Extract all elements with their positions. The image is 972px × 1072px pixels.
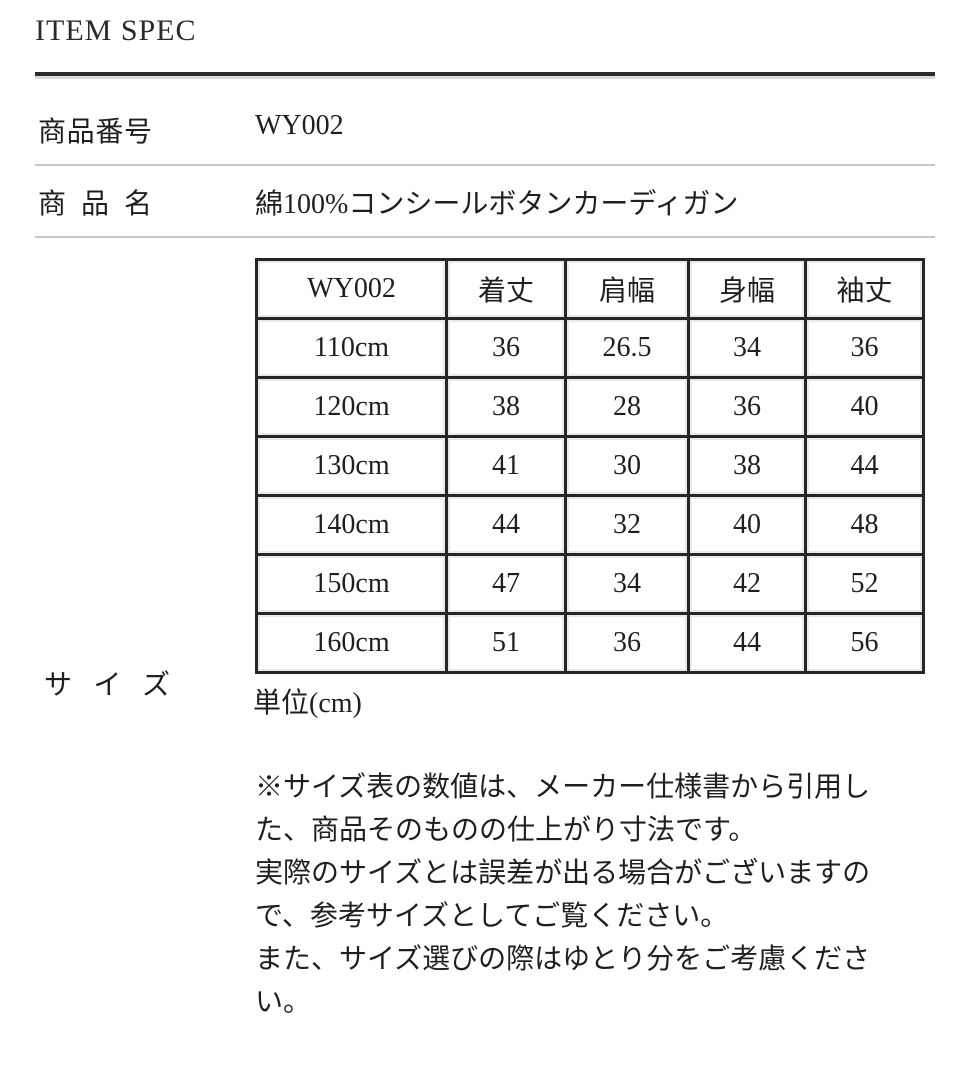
note-line: で、参考サイズとしてご覧ください。 (255, 901, 729, 932)
unit-note: 単位(cm) (253, 688, 362, 719)
size-cell: 150cm (255, 553, 448, 615)
size-cell: 140cm (255, 494, 448, 556)
measure-cell: 32 (564, 494, 690, 556)
measure-cell: 28 (564, 376, 690, 438)
note-line: ※サイズ表の数値は、メーカー仕様書から引用し (255, 772, 871, 803)
size-table-row: 150cm 47 34 42 52 (255, 553, 925, 615)
measure-cell: 36 (687, 376, 807, 438)
note-line: 実際のサイズとは誤差が出る場合がございますの (255, 858, 871, 889)
size-table-row: 140cm 44 32 40 48 (255, 494, 925, 556)
row-divider (35, 164, 935, 166)
measure-cell: 44 (804, 435, 925, 497)
measure-cell: 51 (445, 612, 567, 674)
measure-cell: 44 (687, 612, 807, 674)
measure-cell: 40 (804, 376, 925, 438)
measure-cell: 47 (445, 553, 567, 615)
size-table-row: 130cm 41 30 38 44 (255, 435, 925, 497)
measure-cell: 36 (804, 317, 925, 379)
column-header-sleeve-length: 袖丈 (804, 258, 925, 320)
measure-cell: 26.5 (564, 317, 690, 379)
size-table-row: 120cm 38 28 36 40 (255, 376, 925, 438)
measure-cell: 30 (564, 435, 690, 497)
size-table: WY002 着丈 肩幅 身幅 袖丈 110cm 36 26.5 34 36 12… (255, 258, 925, 674)
size-cell: 160cm (255, 612, 448, 674)
size-table-row: 160cm 51 36 44 56 (255, 612, 925, 674)
size-section-label: サイズ (44, 670, 170, 701)
measure-cell: 52 (804, 553, 925, 615)
size-cell: 130cm (255, 435, 448, 497)
column-header-body-length: 着丈 (445, 258, 567, 320)
measure-cell: 34 (564, 553, 690, 615)
measure-cell: 40 (687, 494, 807, 556)
product-name-value: 綿100%コンシールボタンカーディガン (255, 189, 739, 220)
column-header-model: WY002 (255, 258, 448, 320)
measure-cell: 44 (445, 494, 567, 556)
size-table-row: 110cm 36 26.5 34 36 (255, 317, 925, 379)
note-line: い。 (255, 987, 312, 1018)
page-title: ITEM SPEC (35, 14, 197, 47)
measure-cell: 38 (445, 376, 567, 438)
measure-cell: 42 (687, 553, 807, 615)
measure-cell: 56 (804, 612, 925, 674)
column-header-body-width: 身幅 (687, 258, 807, 320)
measure-cell: 34 (687, 317, 807, 379)
note-line: た、商品そのものの仕上がり寸法です。 (255, 815, 757, 846)
measure-cell: 36 (564, 612, 690, 674)
product-number-label: 商品番号 (38, 117, 152, 148)
size-table-header-row: WY002 着丈 肩幅 身幅 袖丈 (255, 258, 925, 320)
column-header-shoulder-width: 肩幅 (564, 258, 690, 320)
measure-cell: 38 (687, 435, 807, 497)
product-name-label: 商品名 (38, 189, 152, 220)
size-cell: 120cm (255, 376, 448, 438)
size-cell: 110cm (255, 317, 448, 379)
row-divider (35, 236, 935, 238)
measure-cell: 41 (445, 435, 567, 497)
top-rule-divider (35, 72, 935, 79)
size-notes: ※サイズ表の数値は、メーカー仕様書から引用し た、商品そのものの仕上がり寸法です… (255, 766, 945, 1024)
measure-cell: 48 (804, 494, 925, 556)
note-line: また、サイズ選びの際はゆとり分をご考慮くださ (255, 944, 871, 975)
product-number-value: WY002 (255, 110, 344, 141)
measure-cell: 36 (445, 317, 567, 379)
